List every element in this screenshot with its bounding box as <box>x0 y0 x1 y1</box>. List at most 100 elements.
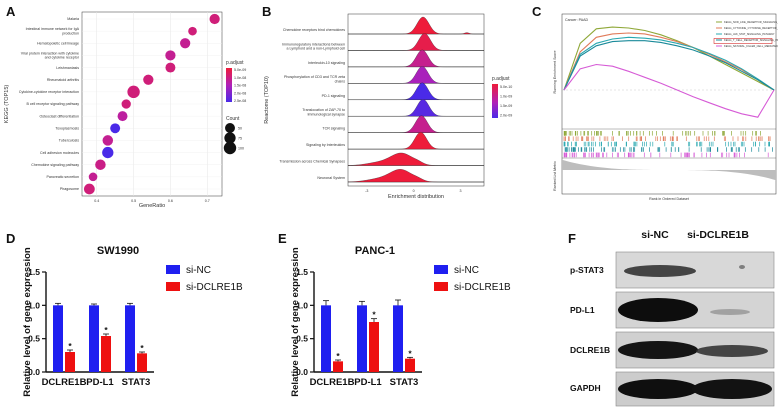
ridge <box>347 99 485 117</box>
es-line <box>563 32 775 91</box>
y-tick-label: 1.5 <box>28 267 40 277</box>
category-label: PD-L1 <box>86 377 114 388</box>
plot-e-title: PANC-1 <box>355 245 395 257</box>
plot-c-title: Cancer: PAAD <box>565 18 589 22</box>
ridge <box>347 115 485 133</box>
panel-letter-f: F <box>568 231 576 246</box>
size-legend-dot <box>224 132 236 144</box>
dot <box>83 183 95 195</box>
colorbar-label: 1.5e-09 <box>500 104 512 108</box>
plot-b-x-ticks: -3 0 3 <box>365 189 461 193</box>
panel-a: A Malaria Intestinal immune network for I… <box>4 4 246 209</box>
legend-swatch <box>434 282 448 291</box>
legend-label: si-DCLRE1B <box>454 282 511 293</box>
panel-letter-e: E <box>278 231 287 246</box>
legend-label: KEGG_T_CELL_RECEPTOR_SIGNALING_PATHWAY <box>724 38 778 42</box>
dot <box>180 38 191 49</box>
colorbar-label: 2.0e-09 <box>500 114 512 118</box>
bar <box>369 322 379 372</box>
plot-d-chart: 0.0 0.5 1.0 1.5 * DCLRE1B * PD-L1 * STAT3 si-NC si-… <box>28 265 243 388</box>
category-label: Hematopoietic cell lineage <box>37 41 79 45</box>
plot-a-points <box>83 13 220 195</box>
size-legend-dot <box>225 123 235 133</box>
blot-band <box>739 265 745 269</box>
plot-a-category-labels: Malaria Intestinal immune network for IgA… <box>19 17 80 191</box>
size-legend-label: 50 <box>238 127 242 131</box>
panel-d: D SW1990 Relative level of gene expressi… <box>6 231 243 397</box>
dot <box>165 50 176 61</box>
legend-label: si-NC <box>186 265 211 276</box>
blot-band <box>624 265 696 277</box>
category-label: Chemokine signaling pathway <box>31 163 79 167</box>
colorbar-label: 2.0e-08 <box>234 91 246 95</box>
colorbar-label: 1.0e-08 <box>234 76 246 80</box>
x-tick-label: 0 <box>413 189 415 193</box>
blot-band <box>710 309 750 315</box>
category-label: Transmission across Chemical Synapses <box>279 160 345 164</box>
dot <box>102 146 114 159</box>
category-label: STAT3 <box>122 377 151 388</box>
blot-band <box>696 345 768 357</box>
ridge <box>347 152 485 166</box>
category-label: DCLRE1B <box>42 377 87 388</box>
category-label: Rheumatoid arthritis <box>47 78 79 82</box>
blot-row-p-stat3: p-STAT3 <box>570 251 775 289</box>
category-label: Interleukin-10 signaling <box>308 61 345 65</box>
plot-a-xlabel: GeneRatio <box>139 203 165 209</box>
blot-label-pd-l1: PD-L1 <box>570 305 595 315</box>
x-tick-label: 0.7 <box>205 199 210 203</box>
category-label: Neuronal System <box>317 176 345 180</box>
category-label: STAT3 <box>390 377 419 388</box>
y-tick-label: 0.0 <box>28 367 40 377</box>
significance-mark: * <box>68 341 72 351</box>
es-line <box>563 36 775 91</box>
bar <box>333 361 343 372</box>
es-line <box>563 63 775 118</box>
plot-a-legend: p.adjust 5.0e-09 1.0e-08 1.5e-08 2.0e-08 2.5… <box>223 60 246 155</box>
category-label: PD-1 signaling <box>322 94 345 98</box>
plot-c-hit-marks <box>563 131 773 158</box>
plot-c-ylabel2: Ranked List Metric <box>553 161 557 191</box>
dot <box>188 26 197 36</box>
category-label: Immunoregulatory interactions between a L… <box>282 42 345 50</box>
ridge <box>347 169 484 183</box>
plot-d-ylabel: Relative level of gene expression <box>22 247 33 397</box>
plot-c-ylabel: Running Enrichment Score <box>553 51 557 94</box>
blot-column-si-dclre1b: si-DCLRE1B <box>687 229 749 241</box>
category-label: Cytokine-cytokine receptor interaction <box>19 90 79 94</box>
significance-mark: * <box>104 325 108 335</box>
dot <box>143 74 154 85</box>
size-legend-label: 100 <box>238 147 244 151</box>
plot-c-lines <box>562 26 776 118</box>
category-label: Pancreatic secretion <box>46 175 79 179</box>
plot-a-legend-size-title: Count <box>226 116 240 122</box>
plot-a-ylabel: KEGG (TOP15) <box>4 85 10 124</box>
legend-swatch <box>166 282 180 291</box>
panel-c: C Cancer: PAAD KEGG_NOD_LIKE_RECEPTOR_SI… <box>532 4 778 201</box>
legend-label: KEGG_NATURAL_KILLER_CELL_MEDIATED_CYTOTO… <box>724 44 778 48</box>
dot <box>209 13 220 25</box>
plot-c-legend: KEGG_NOD_LIKE_RECEPTOR_SIGNALING_PATHWAY… <box>713 20 778 48</box>
es-line <box>563 40 775 91</box>
blot-band <box>692 379 772 399</box>
x-tick-label: -3 <box>365 189 368 193</box>
legend-label: KEGG_CYTOKINE_CYTOKINE_RECEPTOR_INTERACT… <box>724 26 778 30</box>
size-legend-label: 75 <box>238 137 242 141</box>
plot-a-x-ticks: 0.4 0.5 0.6 0.7 <box>94 199 210 203</box>
y-tick-label: 0.5 <box>28 334 40 344</box>
plot-b-legend-title: p.adjust <box>492 76 510 82</box>
significance-mark: * <box>336 351 340 361</box>
category-label: Tuberculosis <box>59 139 79 143</box>
blot-row-dclre1b: DCLRE1B <box>570 331 775 369</box>
dot <box>117 111 128 122</box>
legend-label: si-NC <box>454 265 479 276</box>
dot <box>88 172 98 182</box>
category-label: Viral protein interaction with cytokine a… <box>21 52 80 60</box>
panel-b: B Chemokine receptors bind chemokines Imm… <box>262 4 512 200</box>
legend-label: si-DCLRE1B <box>186 282 243 293</box>
bar <box>89 305 99 372</box>
dot <box>165 62 176 73</box>
plot-b-ylabel: Reactome (TOP10) <box>264 76 270 124</box>
plot-e-ylabel: Relative level of gene expression <box>290 247 301 397</box>
colorbar-label: 2.5e-08 <box>234 99 246 103</box>
